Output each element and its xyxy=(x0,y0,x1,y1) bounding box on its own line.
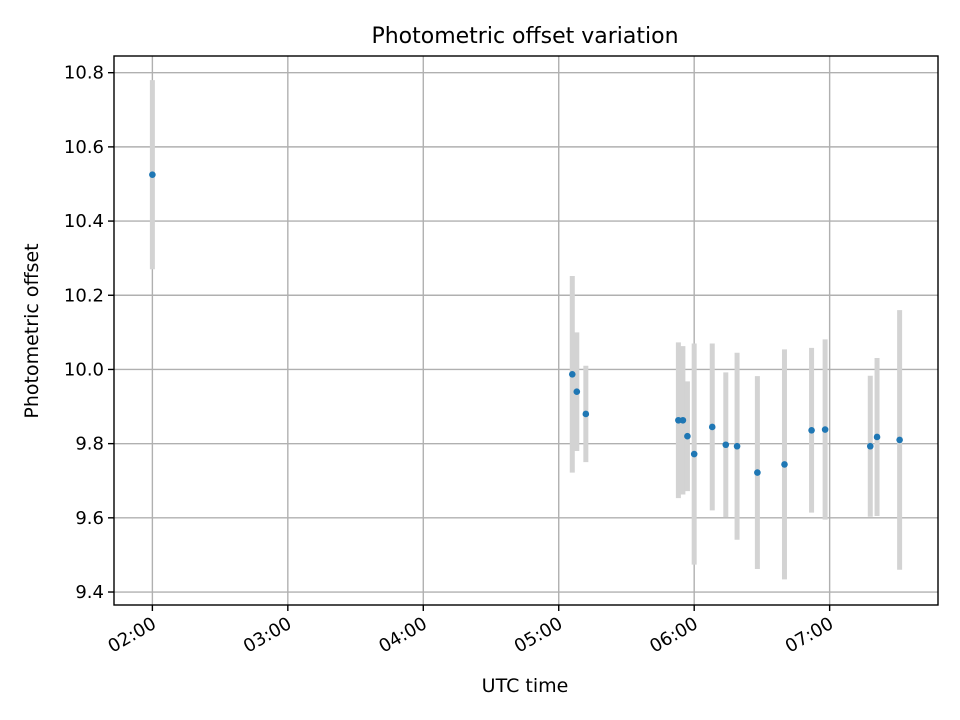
y-tick-label: 10.2 xyxy=(64,285,104,306)
x-tick-label: 06:00 xyxy=(646,613,701,657)
data-point xyxy=(582,410,590,418)
x-tick-label: 07:00 xyxy=(782,613,837,657)
point-layer xyxy=(149,171,903,476)
y-tick-label: 9.6 xyxy=(75,508,104,529)
data-point xyxy=(722,441,730,449)
x-tick-label: 04:00 xyxy=(375,613,430,657)
x-tick-label: 02:00 xyxy=(104,613,159,657)
data-point xyxy=(708,423,716,431)
data-point xyxy=(781,461,788,468)
data-point xyxy=(821,426,829,433)
data-point xyxy=(690,450,698,458)
y-tick-label: 10.4 xyxy=(64,211,104,232)
y-tick-label: 9.8 xyxy=(75,434,104,455)
data-point xyxy=(573,388,581,396)
y-axis-label: Photometric offset xyxy=(21,243,43,418)
y-tick-label: 9.4 xyxy=(75,582,104,603)
data-point xyxy=(808,426,815,434)
data-point xyxy=(754,469,761,476)
x-axis-label: UTC time xyxy=(482,675,569,697)
data-point xyxy=(733,442,741,450)
y-tick-label: 10.6 xyxy=(64,137,104,158)
data-point xyxy=(873,433,881,441)
x-tick-label: 03:00 xyxy=(240,613,295,657)
data-point xyxy=(684,432,691,440)
errorbar-layer xyxy=(149,80,903,580)
data-point xyxy=(149,171,156,179)
data-point xyxy=(866,442,874,450)
y-tick-label: 10.8 xyxy=(64,63,104,84)
y-tick-label: 10.0 xyxy=(64,359,104,380)
data-point xyxy=(568,370,576,378)
x-tick-label: 05:00 xyxy=(511,613,566,657)
data-point xyxy=(679,416,687,424)
data-point xyxy=(896,436,903,444)
tick-layer: 02:00 03:00 04:00 05:00 06:00 07:00 9.4 9.6 9.8 1… xyxy=(64,63,837,658)
data-point xyxy=(675,416,682,424)
chart-title: Photometric offset variation xyxy=(371,24,678,49)
grid-layer xyxy=(114,56,938,605)
plot-frame xyxy=(113,55,939,606)
